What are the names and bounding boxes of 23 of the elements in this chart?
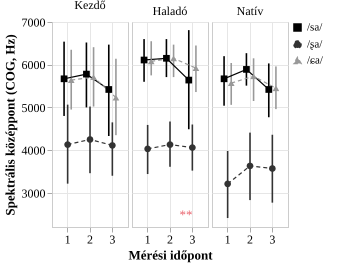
annotation: ** (180, 207, 192, 222)
x-tick-label: 3 (269, 232, 276, 246)
chart-title: Haladó (152, 4, 188, 18)
y-tick-label: 7000 (22, 16, 46, 30)
legend-label: /ɕa/ (307, 54, 324, 66)
y-tick-label: 3000 (22, 186, 46, 200)
legend-label: /ʂa/ (307, 38, 324, 50)
chart-title: Kezdő (74, 0, 106, 12)
x-tick-label: 1 (64, 232, 71, 246)
x-tick-label: 1 (144, 232, 151, 246)
x-tick-label: 2 (167, 232, 173, 246)
legend-label: /sa/ (307, 22, 324, 34)
y-tick-label: 5000 (22, 100, 46, 115)
x-tick-label: 3 (109, 232, 116, 246)
x-tick-label: 1 (224, 232, 231, 246)
y-tick-label: 6000 (22, 58, 46, 72)
x-tick-label: 2 (247, 232, 253, 246)
x-tick-label: 3 (189, 232, 196, 246)
x-axis-title: Mérési időpont (128, 248, 214, 262)
y-axis-title: Spektrális középpont (COG, Hz) (2, 34, 18, 216)
y-tick-label: 4000 (22, 144, 46, 158)
x-tick-label: 2 (87, 232, 93, 246)
chart-title: Natív (236, 4, 264, 18)
